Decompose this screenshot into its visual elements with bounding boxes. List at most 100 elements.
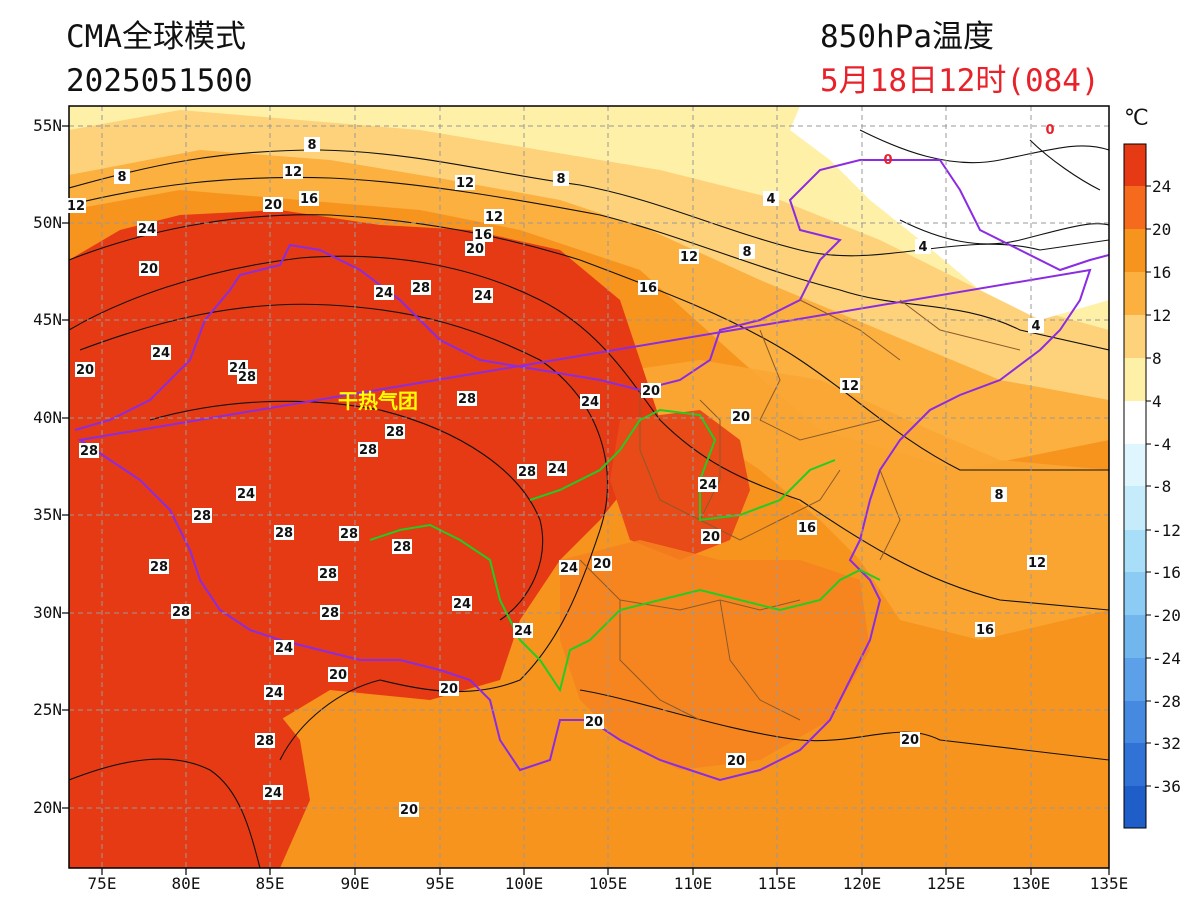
lon-label: 125E [926,874,966,893]
contour-label: 28 [411,280,431,296]
contour-label-text: 24 [152,346,170,361]
contour-label: 4 [763,191,779,207]
init-time: 2025051500 [66,63,253,99]
contour-label-text: 20 [440,682,458,697]
contour-label: 20 [592,556,612,572]
contour-label-text: 28 [412,281,430,296]
contour-label: 12 [840,378,860,394]
lon-label: 135E [1089,874,1129,893]
contour-label: 16 [299,191,319,207]
colorbar-label: 8 [1152,349,1162,368]
lat-label: 50N [33,213,62,232]
contour-label: 8 [304,137,320,153]
contour-label: 24 [698,477,718,493]
colorbar-unit: ℃ [1124,106,1149,131]
contour-label-text: 28 [172,605,190,620]
lon-label: 120E [842,874,882,893]
contour-label-text: 24 [237,487,255,502]
contour-label: 28 [171,604,191,620]
contour-label: 28 [192,508,212,524]
contour-label: 12 [66,198,86,214]
contour-label: 20 [731,409,751,425]
lat-label: 35N [33,505,62,524]
contour-label-text: 4 [1031,319,1040,334]
contour-lines [69,129,1109,868]
contour-label-text: 8 [556,172,565,187]
lon-label: 115E [757,874,797,893]
contour-label-text: 20 [702,530,720,545]
river [369,523,881,693]
colorbar-label: -12 [1152,521,1181,540]
contour-label-text: 20 [140,262,158,277]
contour-label-text: 24 [548,462,566,477]
contour-label-text: 28 [80,444,98,459]
lat-label: 20N [33,798,62,817]
contour-label: 20 [139,261,159,277]
contour-label-text: 8 [307,138,316,153]
contour-label-text: 20 [585,715,603,730]
contour-label: 20 [399,802,419,818]
contour-label-text: 20 [732,410,750,425]
contour-label-text: 12 [485,210,503,225]
contour-label: 28 [255,733,275,749]
colorbar-label: 4 [1152,392,1162,411]
contour-label-text: 28 [256,734,274,749]
contour-label: 28 [79,443,99,459]
contour-label: 20 [726,753,746,769]
contour-label-text: 12 [841,379,859,394]
contour-label-text: 28 [238,370,256,385]
contour-label: 20 [465,241,485,257]
contour-label: 24 [263,785,283,801]
contour-label-text: 24 [474,289,492,304]
graticule [69,106,1109,868]
contour-label-text: 24 [560,561,578,576]
contour-label-text: 20 [466,242,484,257]
province-borders [579,299,1021,721]
contour-label: 28 [358,442,378,458]
contour-label-text: 12 [456,176,474,191]
contour-label-zero: 0 [1045,123,1054,138]
contour-label-text: 24 [138,222,156,237]
lat-label: 45N [33,310,62,329]
colorbar [1123,143,1151,829]
contour-label-text: 28 [193,509,211,524]
contour-label: 24 [580,394,600,410]
contour-label-text: 28 [518,465,536,480]
tick-marks [62,125,1110,875]
contour-label-text: 12 [1028,556,1046,571]
lon-label: 75E [87,874,117,893]
contour-label-text: 28 [275,526,293,541]
contour-label: 24 [274,640,294,656]
contour-label-text: 20 [901,733,919,748]
contour-label: 24 [374,285,394,301]
contour-label: 24 [547,461,567,477]
lon-label: 80E [171,874,201,893]
contour-label: 4 [1028,318,1044,334]
contour-label: 28 [392,539,412,555]
contour-label-text: 20 [264,198,282,213]
contour-label: 8 [991,487,1007,503]
contour-label-text: 12 [284,165,302,180]
contour-label: 20 [328,667,348,683]
contour-label: 12 [679,249,699,265]
lon-label: 85E [255,874,285,893]
map-frame [68,105,1110,869]
contour-label: 8 [114,169,130,185]
contour-label-text: 16 [474,228,492,243]
lon-label: 95E [425,874,455,893]
contour-label: 12 [455,175,475,191]
contour-label-text: 28 [359,443,377,458]
lon-label: 105E [588,874,628,893]
colorbar-label: -16 [1152,563,1181,582]
contour-label: 16 [975,622,995,638]
colorbar-label: -8 [1152,477,1172,496]
colorbar-label: 12 [1152,306,1172,325]
contour-label: 24 [559,560,579,576]
contour-label: 20 [900,732,920,748]
contour-label-text: 28 [393,540,411,555]
contour-label: 28 [149,559,169,575]
contour-label: 28 [320,605,340,621]
contour-label-text: 20 [76,363,94,378]
contour-label-text: 24 [453,597,471,612]
